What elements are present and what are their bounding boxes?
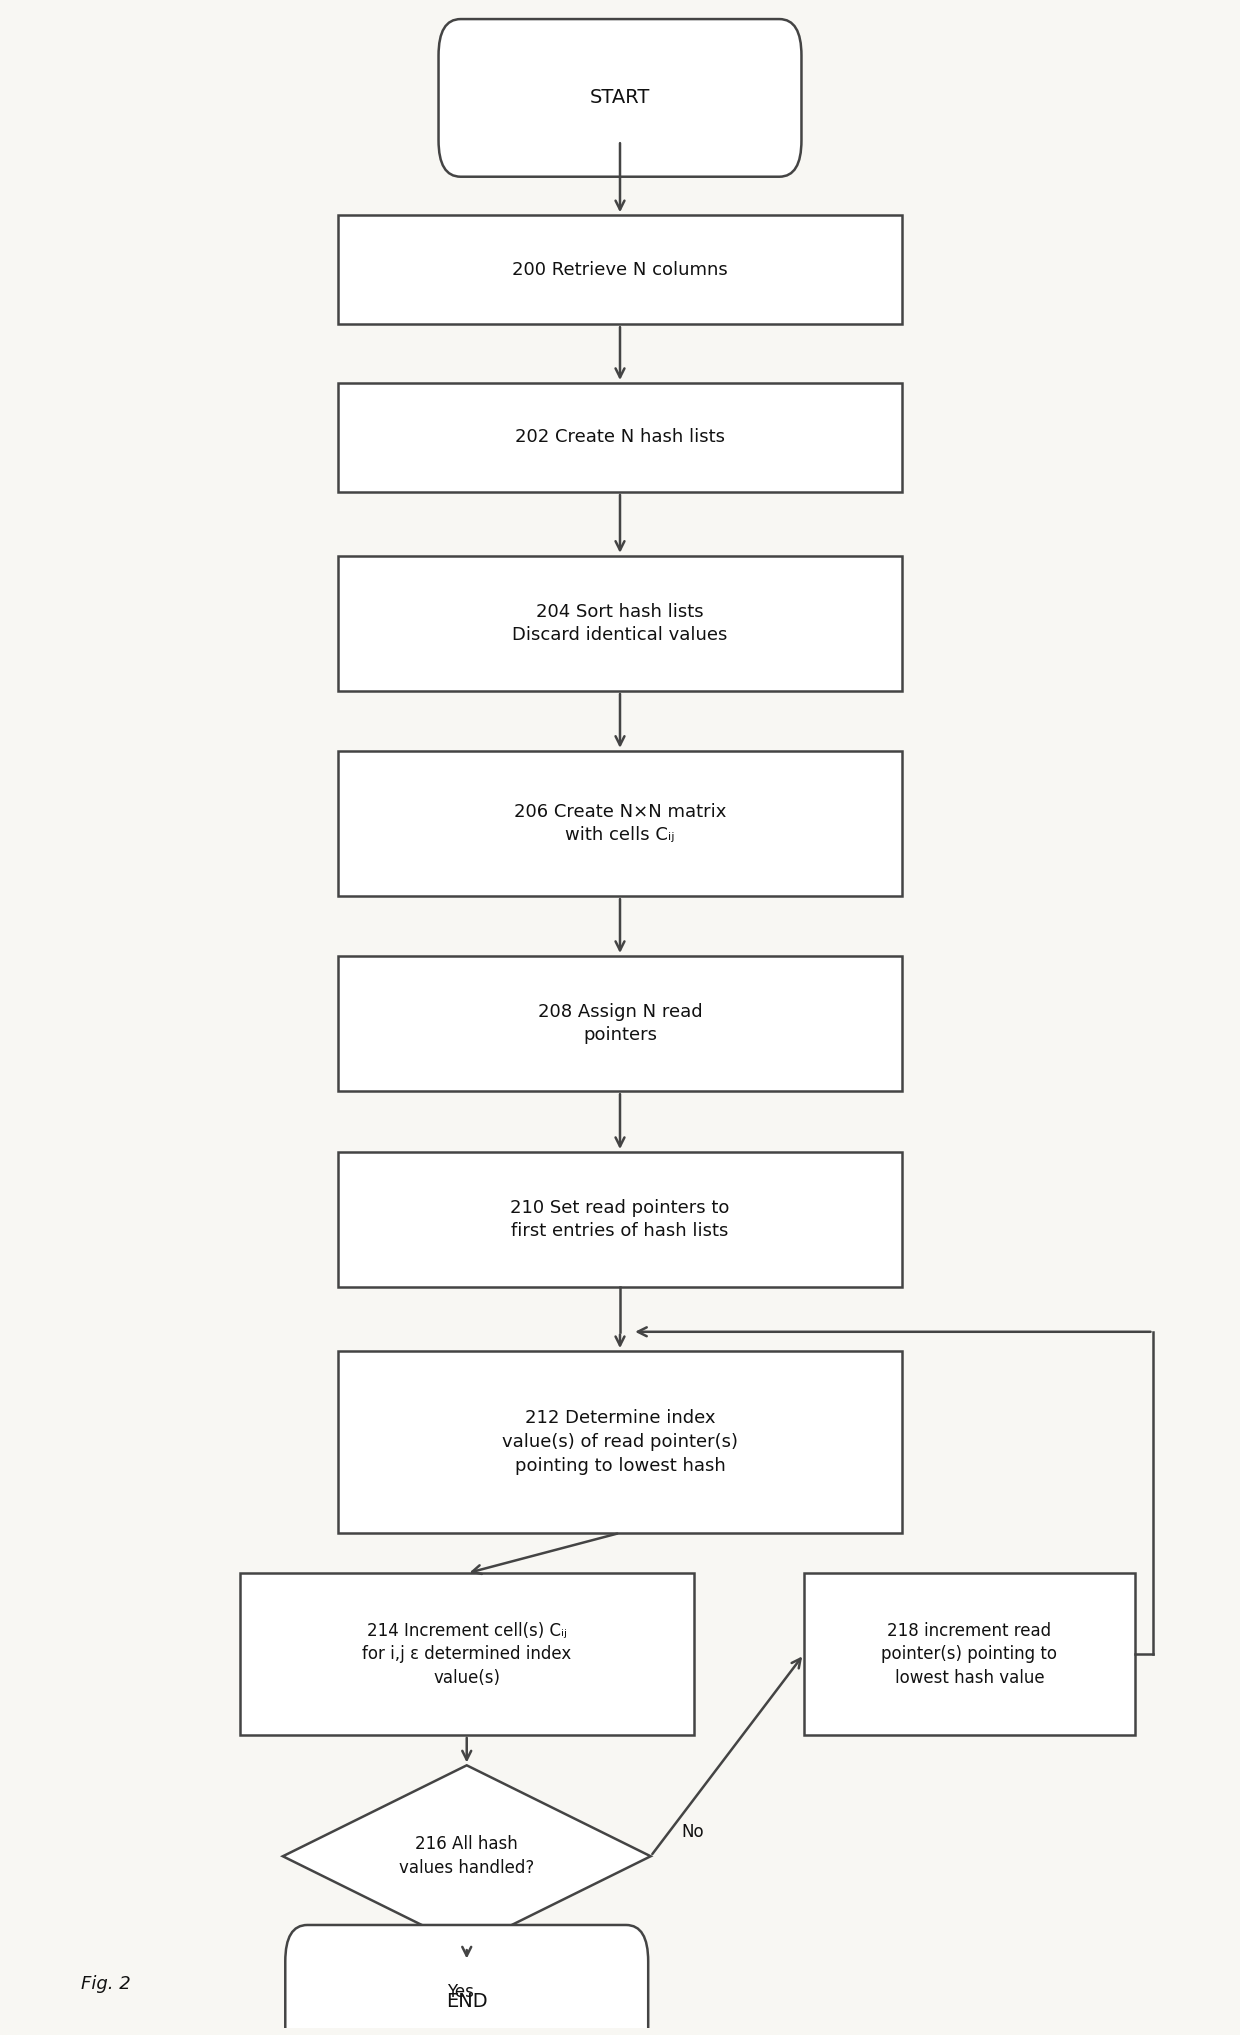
Bar xyxy=(339,1152,901,1288)
Text: Fig. 2: Fig. 2 xyxy=(81,1974,130,1992)
Bar xyxy=(339,216,901,324)
Text: 216 All hash
values handled?: 216 All hash values handled? xyxy=(399,1836,534,1876)
Text: 214 Increment cell(s) Cᵢⱼ
for i,j ε determined index
value(s): 214 Increment cell(s) Cᵢⱼ for i,j ε dete… xyxy=(362,1622,572,1687)
Polygon shape xyxy=(283,1764,651,1947)
Bar xyxy=(339,956,901,1091)
Text: 200 Retrieve N columns: 200 Retrieve N columns xyxy=(512,260,728,279)
Text: START: START xyxy=(590,88,650,108)
Text: 208 Assign N read
pointers: 208 Assign N read pointers xyxy=(538,1003,702,1044)
Text: END: END xyxy=(446,1992,487,2011)
Text: 212 Determine index
value(s) of read pointer(s)
pointing to lowest hash: 212 Determine index value(s) of read poi… xyxy=(502,1410,738,1475)
Bar xyxy=(339,751,901,895)
Bar xyxy=(239,1573,693,1736)
Bar xyxy=(339,1351,901,1532)
Text: 218 increment read
pointer(s) pointing to
lowest hash value: 218 increment read pointer(s) pointing t… xyxy=(882,1622,1058,1687)
Text: 202 Create N hash lists: 202 Create N hash lists xyxy=(515,429,725,446)
FancyBboxPatch shape xyxy=(285,1925,649,2035)
Bar xyxy=(339,383,901,492)
Bar xyxy=(339,556,901,692)
Text: Yes: Yes xyxy=(448,1982,474,2000)
Bar xyxy=(804,1573,1135,1736)
Text: No: No xyxy=(681,1823,704,1842)
Text: 204 Sort hash lists
Discard identical values: 204 Sort hash lists Discard identical va… xyxy=(512,602,728,645)
FancyBboxPatch shape xyxy=(439,18,801,177)
Text: 210 Set read pointers to
first entries of hash lists: 210 Set read pointers to first entries o… xyxy=(511,1199,729,1241)
Text: 206 Create N×N matrix
with cells Cᵢⱼ: 206 Create N×N matrix with cells Cᵢⱼ xyxy=(513,802,727,845)
